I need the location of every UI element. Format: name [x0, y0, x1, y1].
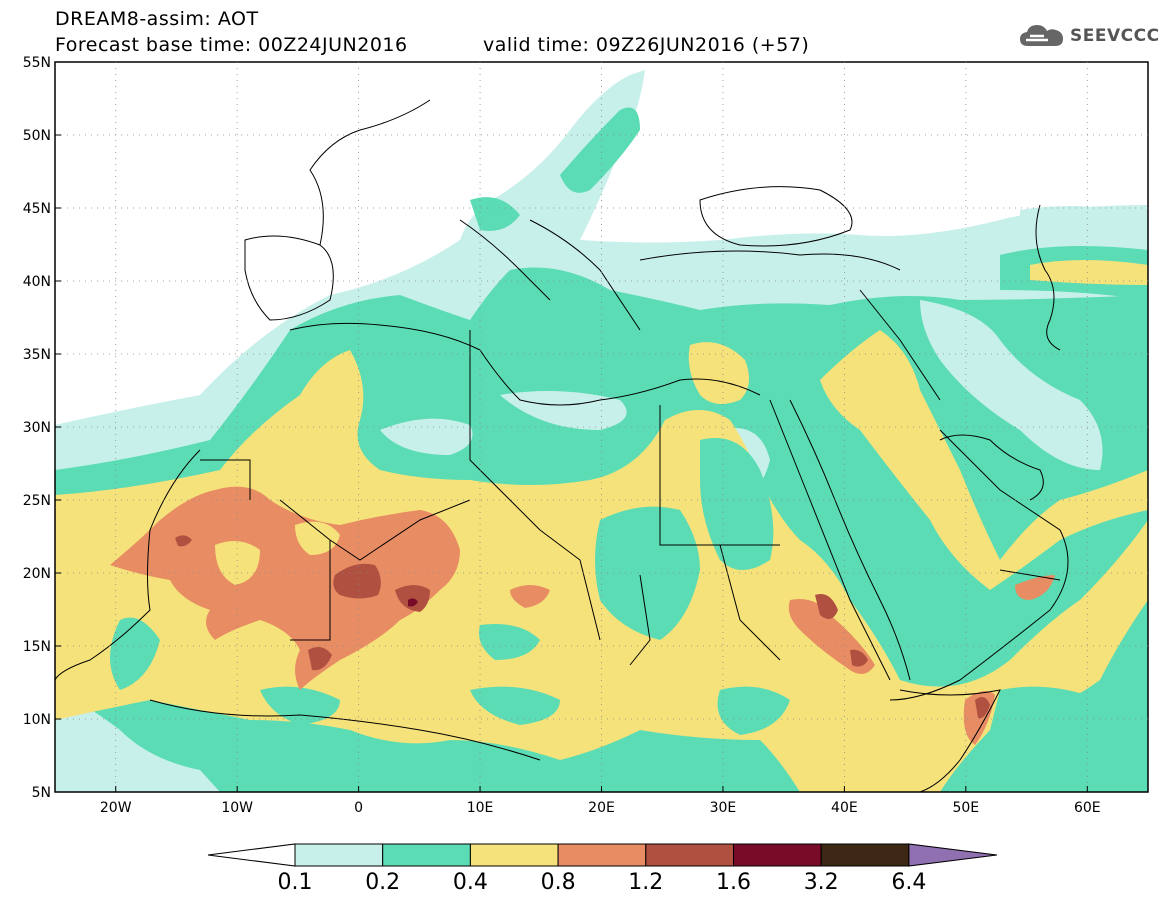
lat-tick-label: 5N	[32, 785, 51, 801]
lon-tick-label: 10E	[467, 800, 494, 816]
colorbar-label: 0.8	[540, 870, 576, 895]
lat-tick-label: 15N	[23, 639, 51, 655]
colorbar-label: 0.4	[452, 870, 488, 895]
colorbar-segment	[469, 843, 559, 867]
forecast-base-time: Forecast base time: 00Z24JUN2016	[55, 34, 408, 56]
gridlines	[55, 62, 1148, 792]
lat-tick-label: 30N	[23, 420, 51, 436]
lon-tick-label: 40E	[831, 800, 858, 816]
lat-tick-label: 40N	[23, 274, 51, 290]
colorbar-segment	[645, 843, 734, 867]
lon-tick-label: 50E	[952, 800, 979, 816]
colorbar-label: 1.6	[716, 870, 751, 895]
lon-tick-label: 10W	[221, 800, 253, 816]
cloud-icon	[1020, 25, 1063, 46]
colorbar-segment	[294, 843, 384, 867]
colorbar-label: 6.4	[891, 870, 927, 895]
aot-contour-0.4-holes	[215, 521, 340, 585]
colorbar-label: 0.2	[365, 870, 401, 895]
colorbar-label: 0.1	[277, 870, 313, 895]
colorbar-label: 3.2	[803, 870, 839, 895]
colorbar-high-arrow	[908, 843, 997, 867]
colorbar-segment	[557, 843, 647, 867]
colorbar-low-arrow	[207, 843, 296, 867]
seevccc-logo: SEEVCCC	[1018, 22, 1160, 50]
lat-tick-label: 55N	[23, 55, 51, 71]
map-title: DREAM8-assim: AOT	[55, 8, 259, 30]
valid-time: valid time: 09Z26JUN2016 (+57)	[483, 34, 810, 56]
lon-tick-label: 30E	[710, 800, 737, 816]
colorbar-segment	[382, 843, 471, 867]
aot-contour-1.6	[408, 598, 418, 607]
aot-field	[55, 62, 1148, 792]
lat-tick-label: 45N	[23, 201, 51, 217]
colorbar-label: 1.2	[628, 870, 664, 895]
aot-contour-1.2	[175, 535, 990, 719]
lat-tick-label: 10N	[23, 712, 51, 728]
logo-text: SEEVCCC	[1070, 26, 1160, 46]
longitude-axis: 20W 10W 0 10E 20E 30E 40E 50E 60E	[100, 786, 1101, 816]
lat-tick-label: 25N	[23, 493, 51, 509]
colorbar	[207, 843, 997, 867]
lon-tick-label: 20E	[588, 800, 615, 816]
lat-tick-label: 50N	[23, 128, 51, 144]
lon-tick-label: 60E	[1074, 800, 1101, 816]
colorbar-segment	[820, 843, 910, 867]
aot-contour-0.2-pockets	[110, 438, 1100, 760]
latitude-axis: 55N 50N 45N 40N 35N 30N 25N 20N 15N 10N 5N	[23, 55, 61, 801]
lat-tick-label: 20N	[23, 566, 51, 582]
lon-tick-label: 0	[354, 800, 363, 816]
lat-tick-label: 35N	[23, 347, 51, 363]
colorbar-segment	[733, 843, 822, 867]
lon-tick-label: 20W	[100, 800, 132, 816]
coastlines-borders	[55, 99, 1069, 792]
